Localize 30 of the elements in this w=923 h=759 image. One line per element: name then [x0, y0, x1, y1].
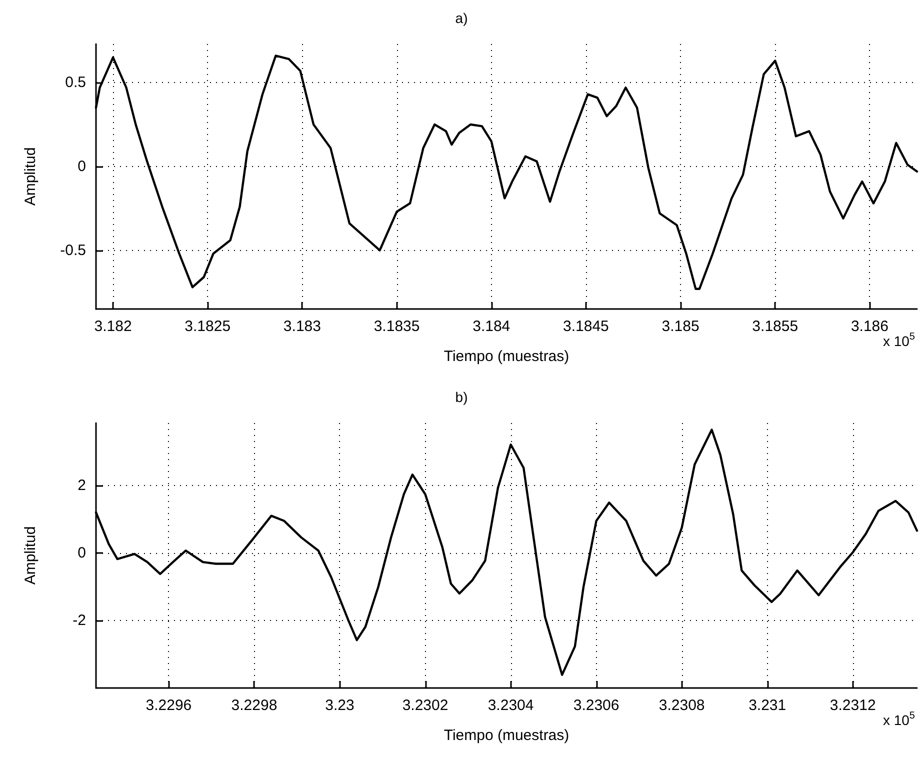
- x-tick-label: 3.182: [94, 318, 132, 335]
- x-axis-title: Tiempo (muestras): [444, 727, 570, 744]
- x-tick-label: 3.2306: [573, 697, 620, 714]
- chart-title: b): [455, 389, 468, 405]
- y-axis-title: Amplitud: [22, 147, 39, 206]
- x-tick-label: 3.2312: [830, 697, 876, 714]
- x-tick-label: 3.185: [662, 318, 700, 335]
- x-tick-label: 3.1835: [374, 318, 420, 335]
- x-tick-label: 3.2302: [402, 697, 448, 714]
- x-axis-title: Tiempo (muestras): [444, 348, 570, 365]
- y-axis-title: Amplitud: [22, 526, 39, 585]
- y-tick-label: 0.5: [65, 74, 86, 92]
- y-tick-label: -2: [72, 612, 86, 629]
- x-tick-label: 3.184: [472, 318, 510, 335]
- y-tick-label: 0: [78, 544, 86, 562]
- x-tick-label: 3.23: [325, 697, 354, 714]
- x-tick-label: 3.186: [850, 318, 888, 335]
- x-tick-label: 3.1855: [752, 318, 798, 335]
- x-tick-label: 3.2304: [488, 697, 534, 714]
- y-tick-label: -0.5: [60, 242, 86, 259]
- x-tick-label: 3.231: [748, 697, 786, 714]
- x-tick-label: 3.1825: [184, 318, 231, 335]
- chart-title: a): [455, 10, 468, 26]
- x-tick-label: 3.2308: [658, 697, 705, 714]
- y-tick-label: 2: [78, 476, 86, 494]
- x-tick-label: 3.2298: [231, 697, 278, 714]
- y-tick-label: 0: [78, 158, 86, 175]
- x-tick-label: 3.2296: [146, 697, 192, 714]
- x-tick-label: 3.183: [283, 318, 321, 335]
- x-tick-label: 3.1845: [563, 318, 609, 335]
